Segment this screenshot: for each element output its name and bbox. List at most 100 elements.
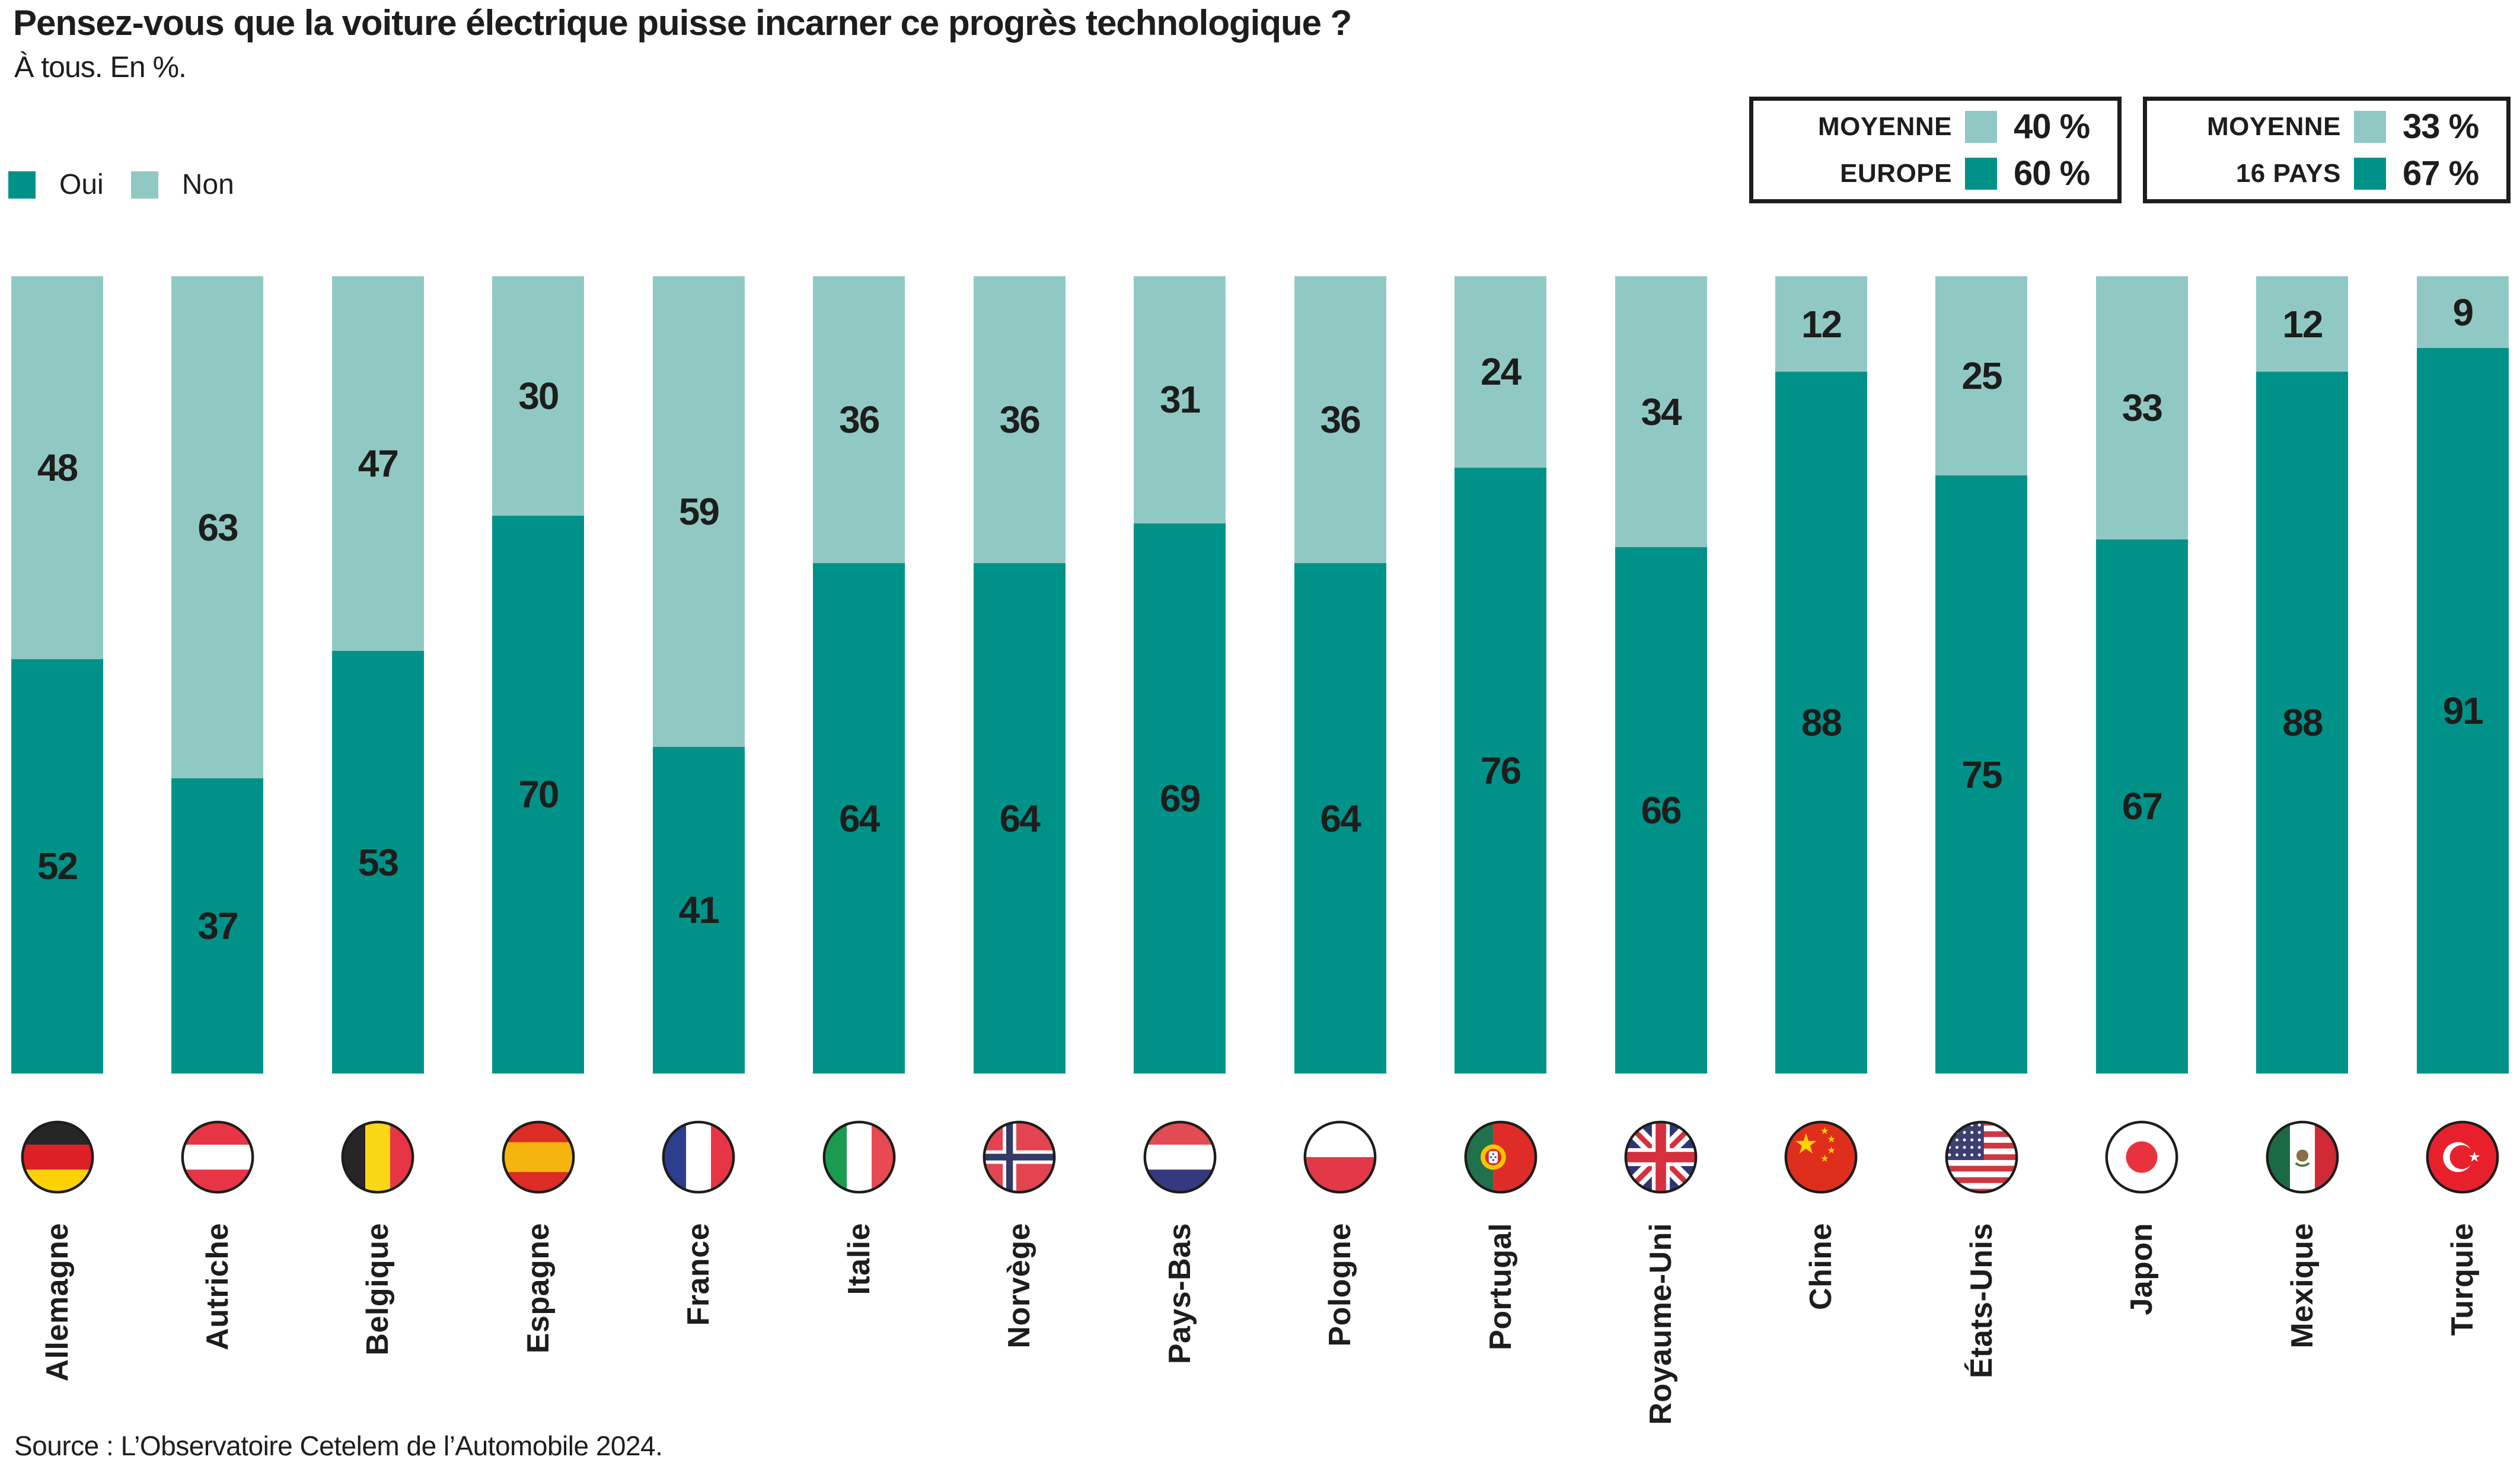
country-column: 36 64 Italie	[813, 276, 905, 1479]
average-europe-label-line2: EUROPE	[1840, 158, 1952, 188]
bar-segment-non: 12	[2256, 276, 2349, 372]
country-column: 33 67 Japon	[2095, 276, 2188, 1479]
average-16-pays-box: MOYENNE 33 % 16 PAYS 67 %	[2143, 97, 2511, 203]
oui-swatch-icon	[1965, 157, 1997, 190]
country-label: Chine	[1804, 1223, 1839, 1310]
country-label: Turquie	[2445, 1223, 2480, 1336]
country-label: Italie	[841, 1223, 876, 1295]
flag-mexique-icon	[2265, 1120, 2340, 1194]
country-column: 34 66 Royaume-Uni	[1615, 276, 1707, 1479]
country-label-area: Italie	[841, 1223, 877, 1479]
flag-norvege-icon	[982, 1120, 1057, 1194]
bar-value-oui: 75	[1961, 753, 2002, 796]
bar-value-oui: 66	[1641, 789, 1682, 832]
average-europe-non-row: MOYENNE 40 %	[1769, 107, 2102, 146]
stacked-bar: 47 53	[331, 276, 424, 1074]
country-column: 12 88 Chine	[1775, 276, 1867, 1479]
non-swatch-icon	[1965, 110, 1997, 143]
source-note: Source : L’Observatoire Cetelem de l’Aut…	[14, 1430, 663, 1461]
non-swatch-icon	[130, 171, 158, 199]
bar-value-oui: 88	[1801, 701, 1842, 745]
oui-swatch-icon	[2354, 157, 2386, 190]
country-column: 12 88 Mexique	[2256, 276, 2349, 1479]
bar-value-non: 30	[518, 374, 559, 417]
country-label-area: Japon	[2124, 1223, 2159, 1479]
bar-segment-non: 36	[813, 276, 905, 564]
bar-segment-non: 59	[652, 276, 745, 747]
bar-value-oui: 53	[358, 841, 399, 884]
stacked-bar: 31 69	[1134, 276, 1226, 1074]
flag-royaume-uni-icon	[1623, 1120, 1698, 1194]
country-label-area: Pays-Bas	[1162, 1223, 1198, 1479]
bar-value-oui: 52	[37, 845, 78, 888]
country-label: Portugal	[1483, 1223, 1518, 1350]
flag-belgique-icon	[340, 1120, 415, 1194]
bar-segment-non: 12	[1775, 276, 1867, 372]
flag-pays-bas-icon	[1143, 1120, 1217, 1194]
average-europe-label-line1: MOYENNE	[1818, 111, 1952, 141]
bar-value-non: 59	[678, 490, 720, 533]
country-label-area: Turquie	[2445, 1223, 2480, 1479]
bar-segment-non: 24	[1454, 276, 1547, 468]
country-column: 59 41 France	[652, 276, 745, 1479]
stacked-bar: 36 64	[813, 276, 905, 1074]
country-label: Autriche	[200, 1223, 235, 1350]
bar-segment-oui: 64	[973, 563, 1066, 1074]
country-label: Allemagne	[40, 1223, 75, 1382]
non-swatch-icon	[2354, 110, 2386, 143]
bar-value-oui: 70	[518, 773, 559, 816]
stacked-bar-chart: 48 52 Allemagne 63 37 Autriche 47 53 Belgique 30 7…	[11, 276, 2509, 1479]
stacked-bar: 12 88	[1775, 276, 1867, 1074]
bar-value-oui: 67	[2122, 785, 2163, 828]
bar-segment-non: 36	[1294, 276, 1386, 564]
stacked-bar: 30 70	[492, 276, 585, 1074]
flag-espagne-icon	[501, 1120, 576, 1194]
country-label-area: Norvège	[1001, 1223, 1037, 1479]
country-label: États-Unis	[1964, 1223, 1999, 1379]
bar-segment-oui: 91	[2416, 348, 2509, 1074]
legend-non-label: Non	[181, 169, 234, 200]
stacked-bar: 9 91	[2416, 276, 2509, 1074]
flag-japon-icon	[2104, 1120, 2179, 1194]
stacked-bar: 12 88	[2256, 276, 2349, 1074]
country-column: 9 91 Turquie	[2416, 276, 2509, 1479]
bar-value-oui: 76	[1480, 749, 1521, 792]
country-label: Belgique	[361, 1223, 395, 1356]
bar-segment-oui: 69	[1134, 523, 1226, 1074]
stacked-bar: 34 66	[1615, 276, 1707, 1074]
country-label-area: France	[681, 1223, 716, 1479]
average-europe-oui-value: 60 %	[2014, 154, 2090, 193]
average-16-pays-non-value: 33 %	[2403, 107, 2479, 146]
country-column: 25 75 États-Unis	[1935, 276, 2028, 1479]
stacked-bar: 63 37	[171, 276, 264, 1074]
bar-segment-oui: 88	[2256, 372, 2349, 1074]
bar-value-non: 48	[37, 446, 78, 489]
bar-segment-non: 36	[973, 276, 1066, 564]
bar-segment-oui: 41	[652, 746, 745, 1074]
bar-value-oui: 88	[2282, 701, 2323, 745]
country-label-area: Portugal	[1483, 1223, 1519, 1479]
bar-segment-oui: 88	[1775, 372, 1867, 1074]
country-label-area: États-Unis	[1964, 1223, 1999, 1479]
bar-segment-oui: 75	[1935, 475, 2028, 1074]
bar-segment-oui: 64	[813, 563, 905, 1074]
country-column: 47 53 Belgique	[331, 276, 424, 1479]
bar-segment-oui: 52	[11, 659, 103, 1074]
stacked-bar: 36 64	[1294, 276, 1386, 1074]
country-column: 63 37 Autriche	[171, 276, 264, 1479]
bar-value-oui: 64	[1320, 797, 1361, 840]
country-label: Mexique	[2285, 1223, 2320, 1349]
country-label: Norvège	[1002, 1223, 1037, 1349]
flag-autriche-icon	[180, 1120, 255, 1194]
bar-value-non: 33	[2122, 386, 2163, 429]
legend-oui-label: Oui	[59, 169, 104, 200]
page-subtitle: À tous. En %.	[14, 50, 187, 84]
bar-segment-non: 25	[1935, 276, 2028, 476]
average-16-pays-oui-row: 16 PAYS 67 %	[2162, 154, 2491, 193]
country-column: 24 76 Portugal	[1454, 276, 1547, 1479]
country-column: 48 52 Allemagne	[11, 276, 103, 1479]
bar-segment-oui: 76	[1454, 467, 1547, 1074]
bar-segment-oui: 64	[1294, 563, 1386, 1074]
country-label: Pologne	[1323, 1223, 1358, 1347]
oui-swatch-icon	[8, 171, 36, 199]
